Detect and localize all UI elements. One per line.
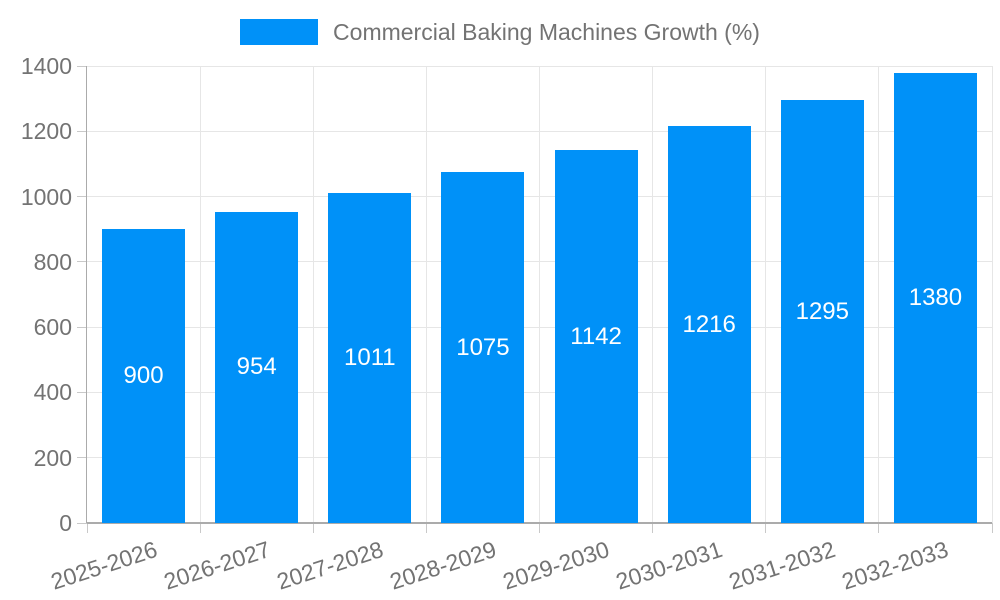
bar-2025-2026[interactable] <box>102 229 186 523</box>
x-tick-label: 2025-2026 <box>47 535 160 595</box>
bar-2027-2028[interactable] <box>328 192 412 523</box>
bar-2028-2029[interactable] <box>441 172 525 523</box>
bar-value-label: 900 <box>123 362 164 390</box>
x-tick-label: 2031-2032 <box>726 535 839 595</box>
x-tick-mark <box>86 523 88 533</box>
y-tick-label: 600 <box>33 314 72 341</box>
bar-2031-2032[interactable] <box>780 100 864 523</box>
bar-value-label: 1011 <box>344 343 396 371</box>
x-tick-mark <box>425 523 427 533</box>
y-tick-label: 0 <box>59 510 72 536</box>
y-tick-mark <box>77 326 87 328</box>
y-tick-mark <box>77 261 87 263</box>
x-tick-mark <box>765 523 767 533</box>
x-tick-label: 2029-2030 <box>499 535 613 595</box>
x-gridline <box>199 66 201 523</box>
bar-value-label: 1142 <box>570 322 622 350</box>
bar-value-label: 954 <box>236 353 277 381</box>
x-gridline <box>878 66 880 523</box>
y-tick-mark <box>77 522 87 524</box>
x-axis-line <box>87 522 992 524</box>
x-gridline <box>991 66 993 523</box>
y-tick-label: 1400 <box>20 53 72 79</box>
bar-2026-2027[interactable] <box>215 211 299 523</box>
bar-value-label: 1216 <box>682 310 736 338</box>
chart-legend[interactable]: Commercial Baking Machines Growth (%) <box>0 14 1000 50</box>
bar-2030-2031[interactable] <box>667 126 751 523</box>
y-tick-mark <box>77 457 87 459</box>
legend-label: Commercial Baking Machines Growth (%) <box>333 19 760 45</box>
bar-2032-2033[interactable] <box>893 72 977 523</box>
x-gridline <box>425 66 427 523</box>
x-tick-mark <box>312 523 314 533</box>
x-gridline <box>652 66 654 523</box>
x-tick-label: 2028-2029 <box>386 535 500 595</box>
y-tick-mark <box>77 196 87 198</box>
y-tick-label: 1200 <box>20 118 72 145</box>
bar-2029-2030[interactable] <box>554 150 638 523</box>
x-tick-label: 2030-2031 <box>612 535 726 595</box>
y-tick-mark <box>77 65 87 67</box>
bar-value-label: 1380 <box>908 283 963 311</box>
x-tick-label: 2027-2028 <box>273 535 387 595</box>
bar-value-label: 1075 <box>456 333 510 361</box>
x-tick-mark <box>539 523 540 533</box>
x-gridline <box>312 66 314 523</box>
x-gridline <box>765 66 767 523</box>
y-tick-label: 200 <box>33 444 72 471</box>
x-tick-mark <box>199 523 201 533</box>
y-tick-label: 800 <box>33 248 72 275</box>
legend-swatch-icon <box>240 19 319 45</box>
y-tick-mark <box>77 391 87 393</box>
y-tick-mark <box>77 130 87 132</box>
x-gridline <box>539 66 540 523</box>
x-tick-label: 2032-2033 <box>839 535 952 595</box>
y-tick-label: 1000 <box>20 183 72 210</box>
x-tick-mark <box>991 523 993 533</box>
bar-value-label: 1295 <box>795 297 849 325</box>
x-tick-mark <box>652 523 654 533</box>
x-tick-label: 2026-2027 <box>160 535 274 595</box>
y-tick-label: 400 <box>33 379 72 406</box>
y-axis-line <box>86 66 87 523</box>
x-tick-mark <box>878 523 880 533</box>
